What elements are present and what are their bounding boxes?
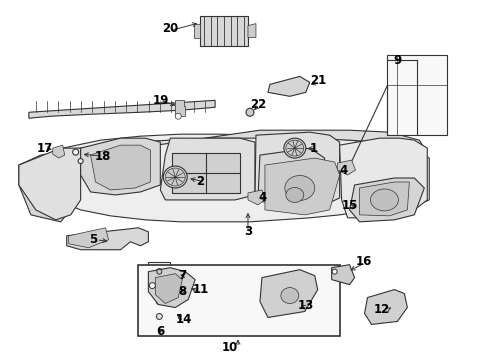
Text: 6: 6 [156, 325, 164, 338]
Ellipse shape [370, 189, 398, 211]
Ellipse shape [285, 188, 303, 202]
Polygon shape [349, 178, 424, 222]
Ellipse shape [245, 108, 253, 116]
Polygon shape [267, 76, 309, 96]
Ellipse shape [165, 168, 185, 186]
Polygon shape [148, 262, 170, 333]
Text: 4: 4 [339, 163, 347, 176]
Text: 13: 13 [297, 299, 313, 312]
Ellipse shape [285, 176, 314, 201]
Ellipse shape [283, 138, 305, 158]
Polygon shape [68, 228, 108, 248]
Text: 5: 5 [88, 233, 97, 246]
Text: 14: 14 [175, 313, 191, 326]
Ellipse shape [163, 166, 187, 188]
Text: 19: 19 [152, 94, 168, 107]
Text: 21: 21 [309, 74, 325, 87]
Polygon shape [19, 134, 428, 222]
Polygon shape [247, 24, 255, 37]
Text: 20: 20 [162, 22, 178, 35]
Text: 16: 16 [355, 255, 371, 268]
Polygon shape [258, 148, 324, 200]
Polygon shape [138, 265, 339, 336]
Polygon shape [264, 158, 339, 215]
Polygon shape [175, 100, 185, 116]
Ellipse shape [157, 269, 162, 274]
Polygon shape [155, 274, 182, 303]
Polygon shape [19, 130, 424, 165]
Text: 7: 7 [178, 269, 186, 282]
Polygon shape [53, 145, 64, 158]
Ellipse shape [78, 159, 83, 163]
Text: 18: 18 [94, 150, 111, 163]
Polygon shape [331, 265, 354, 285]
Ellipse shape [156, 284, 162, 289]
Ellipse shape [331, 269, 336, 274]
Polygon shape [148, 268, 195, 307]
Polygon shape [66, 228, 148, 250]
Text: 3: 3 [244, 225, 251, 238]
Polygon shape [339, 138, 427, 218]
Ellipse shape [285, 140, 303, 156]
Text: 11: 11 [192, 283, 208, 296]
Text: 10: 10 [222, 341, 238, 354]
Text: 2: 2 [196, 175, 204, 189]
Ellipse shape [73, 149, 79, 155]
Ellipse shape [149, 283, 155, 289]
Polygon shape [364, 289, 407, 324]
Polygon shape [19, 148, 71, 222]
Polygon shape [172, 153, 240, 193]
Polygon shape [386, 55, 447, 135]
Text: 17: 17 [37, 141, 53, 155]
Ellipse shape [156, 298, 162, 305]
Polygon shape [337, 160, 355, 175]
Text: 12: 12 [372, 303, 389, 316]
Text: 4: 4 [258, 192, 265, 204]
Text: 22: 22 [249, 98, 265, 111]
Ellipse shape [156, 269, 162, 275]
Polygon shape [359, 182, 408, 216]
Polygon shape [254, 132, 339, 210]
Polygon shape [19, 148, 81, 220]
Polygon shape [90, 145, 150, 190]
Polygon shape [194, 24, 200, 37]
Text: 9: 9 [392, 54, 401, 67]
Text: 1: 1 [309, 141, 317, 155]
Ellipse shape [280, 288, 298, 303]
Polygon shape [160, 138, 254, 200]
Ellipse shape [157, 284, 162, 289]
Polygon shape [200, 15, 247, 45]
Polygon shape [247, 190, 264, 205]
Ellipse shape [156, 314, 162, 319]
Polygon shape [29, 100, 215, 118]
Text: 8: 8 [178, 285, 186, 298]
Text: 15: 15 [341, 199, 357, 212]
Ellipse shape [175, 113, 181, 119]
Polygon shape [81, 138, 160, 195]
Polygon shape [260, 270, 317, 318]
